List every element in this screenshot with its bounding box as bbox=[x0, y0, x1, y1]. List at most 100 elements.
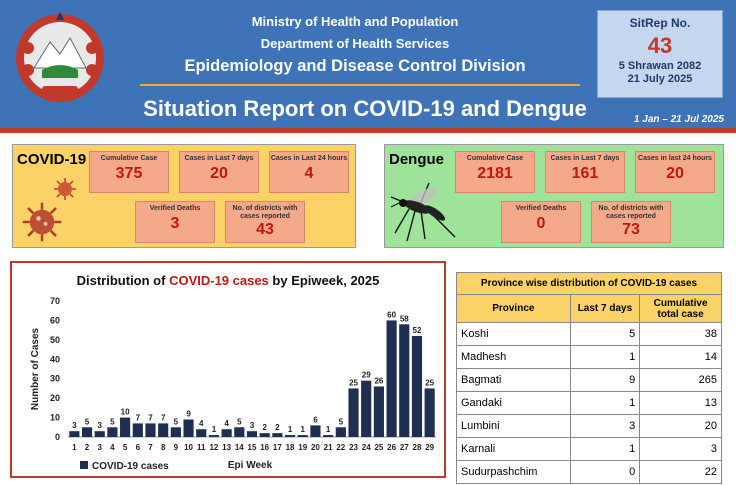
table-row: Sudurpashchim 0 22 bbox=[456, 460, 722, 484]
data-label: 29 bbox=[362, 371, 371, 380]
bar bbox=[310, 425, 321, 437]
x-tick-label: 25 bbox=[374, 443, 383, 452]
chart-title-prefix: Distribution of bbox=[76, 273, 170, 288]
province-name: Madhesh bbox=[456, 345, 571, 369]
bar bbox=[170, 427, 181, 437]
covid-deaths-label: Verified Deaths bbox=[149, 205, 201, 212]
table-row: Lumbini 3 20 bbox=[456, 414, 722, 438]
x-tick-label: 9 bbox=[174, 443, 179, 452]
province-last7: 1 bbox=[569, 345, 641, 369]
x-tick-label: 27 bbox=[400, 443, 409, 452]
x-tick-label: 8 bbox=[161, 443, 166, 452]
data-label: 25 bbox=[349, 378, 358, 387]
data-label: 5 bbox=[174, 417, 179, 426]
bar bbox=[424, 388, 435, 437]
ministry-name: Ministry of Health and Population bbox=[251, 14, 459, 29]
province-column-header: Province bbox=[456, 294, 571, 323]
data-label: 25 bbox=[425, 378, 434, 387]
covid-deaths-value: 3 bbox=[170, 215, 180, 232]
covid-last7-card: Cases in Last 7 days 20 bbox=[179, 151, 259, 193]
bar bbox=[246, 431, 258, 437]
province-table: Province wise distribution of COVID-19 c… bbox=[456, 272, 722, 484]
bar bbox=[234, 427, 245, 437]
dengue-deaths-card: Verified Deaths 0 bbox=[501, 201, 581, 243]
data-label: 4 bbox=[224, 419, 229, 428]
bar bbox=[145, 423, 156, 437]
sitrep-date: 21 July 2025 bbox=[627, 73, 693, 85]
x-tick-label: 6 bbox=[136, 443, 141, 452]
covid-last7-value: 20 bbox=[210, 165, 228, 182]
covid-cumulative-label: Cumulative Case bbox=[100, 155, 158, 162]
province-last7: 9 bbox=[569, 368, 641, 392]
x-tick-label: 24 bbox=[362, 443, 371, 452]
x-tick-label: 7 bbox=[148, 443, 153, 452]
bar bbox=[348, 388, 359, 437]
bar bbox=[297, 435, 308, 437]
table-row: Gandaki 1 13 bbox=[456, 391, 722, 415]
dengue-districts-card: No. of districts with cases reported 73 bbox=[591, 201, 671, 243]
covid-panel-title: COVID-19 bbox=[17, 151, 87, 168]
x-tick-label: 22 bbox=[336, 443, 345, 452]
table-row: Madhesh 1 14 bbox=[456, 345, 722, 369]
legend-swatch bbox=[80, 461, 88, 469]
report-title: Situation Report on COVID-19 and Dengue bbox=[143, 96, 587, 121]
province-name: Koshi bbox=[456, 322, 571, 346]
covid-summary-panel: COVID-19 Cumulative Case 375 Cases in La… bbox=[12, 144, 356, 248]
bar bbox=[335, 427, 346, 437]
province-cumulative: 22 bbox=[639, 460, 722, 484]
x-tick-label: 23 bbox=[349, 443, 358, 452]
data-label: 3 bbox=[250, 421, 255, 430]
dengue-deaths-value: 0 bbox=[536, 215, 546, 232]
dengue-last24-label: Cases in last 24 hours bbox=[638, 155, 712, 162]
province-last7: 3 bbox=[569, 414, 641, 438]
x-tick-label: 15 bbox=[248, 443, 257, 452]
province-last7: 1 bbox=[569, 391, 641, 415]
data-label: 6 bbox=[313, 415, 318, 424]
province-last7: 5 bbox=[569, 322, 641, 346]
data-label: 5 bbox=[339, 417, 344, 426]
table-row: Koshi 5 38 bbox=[456, 322, 722, 346]
epiweek-bar-chart: 0102030405060703152335410576777859910411… bbox=[30, 296, 436, 472]
data-label: 5 bbox=[237, 417, 242, 426]
dengue-cumulative-label: Cumulative Case bbox=[466, 155, 524, 162]
sitrep-number: 43 bbox=[647, 33, 673, 58]
virus-icon bbox=[22, 202, 62, 242]
cumulative-column-header: Cumulative total case bbox=[639, 294, 722, 323]
bar bbox=[399, 324, 410, 437]
data-label: 5 bbox=[110, 417, 115, 426]
x-tick-label: 18 bbox=[286, 443, 295, 452]
data-label: 7 bbox=[136, 413, 141, 422]
bar bbox=[158, 423, 169, 437]
data-label: 2 bbox=[275, 423, 280, 432]
bar bbox=[411, 335, 423, 437]
report-header: Ministry of Health and Population Depart… bbox=[0, 0, 736, 128]
bar bbox=[386, 320, 397, 437]
x-tick-label: 12 bbox=[209, 443, 218, 452]
y-tick-label: 10 bbox=[50, 413, 60, 423]
dengue-last24-card: Cases in last 24 hours 20 bbox=[635, 151, 715, 193]
dengue-summary-panel: Dengue Cumulative Case 2181 Cases in Las… bbox=[384, 144, 724, 248]
y-tick-label: 0 bbox=[55, 432, 60, 442]
dengue-last7-value: 161 bbox=[571, 165, 599, 182]
bar bbox=[183, 419, 194, 437]
x-tick-label: 1 bbox=[72, 443, 77, 452]
x-tick-label: 11 bbox=[197, 443, 206, 452]
province-cumulative: 38 bbox=[639, 322, 722, 346]
province-cumulative: 3 bbox=[639, 437, 722, 461]
dengue-last24-value: 20 bbox=[666, 165, 684, 182]
department-name: Department of Health Services bbox=[260, 36, 450, 51]
dengue-cumulative-card: Cumulative Case 2181 bbox=[455, 151, 535, 193]
dengue-cumulative-value: 2181 bbox=[477, 165, 513, 182]
chart-title-highlight: COVID-19 cases bbox=[169, 273, 269, 288]
province-name: Karnali bbox=[456, 437, 571, 461]
chart-title: Distribution of COVID-19 cases by Epiwee… bbox=[12, 273, 444, 288]
report-period: 1 Jan – 21 Jul 2025 bbox=[633, 114, 724, 125]
province-cumulative: 13 bbox=[639, 391, 722, 415]
bar bbox=[81, 427, 93, 437]
data-label: 3 bbox=[72, 421, 77, 430]
x-tick-label: 4 bbox=[110, 443, 115, 452]
x-tick-label: 26 bbox=[387, 443, 396, 452]
header-bottom-rule bbox=[0, 128, 736, 133]
dengue-last7-label: Cases in Last 7 days bbox=[550, 155, 620, 162]
last7-column-header: Last 7 days bbox=[569, 294, 641, 323]
